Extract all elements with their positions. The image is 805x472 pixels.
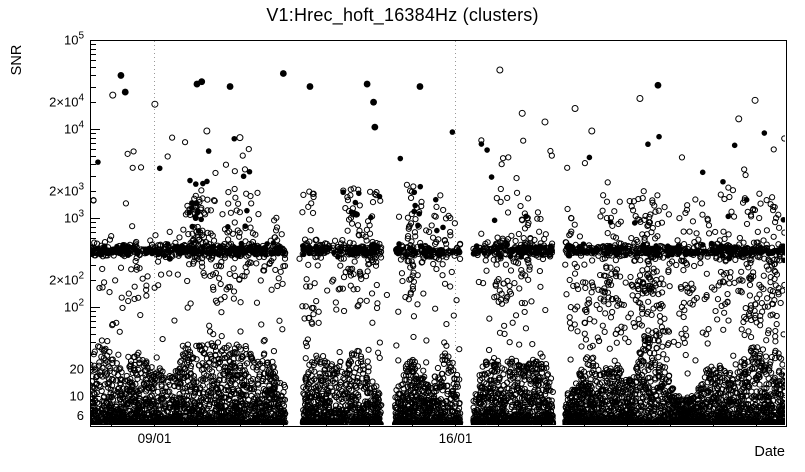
y-tick-label: 2×102 (49, 271, 84, 288)
x-tick-label: 16/01 (439, 431, 473, 446)
y-tick-label: 102 (64, 297, 84, 314)
y-tick-label: 20 (70, 362, 84, 377)
y-tick-label: 2×104 (49, 93, 84, 110)
y-tick-label: 10 (70, 388, 84, 403)
y-tick-label: 105 (64, 31, 84, 48)
x-axis-title: Date (754, 444, 785, 460)
y-tick-label: 103 (64, 208, 84, 225)
x-tick-label: 09/01 (138, 431, 172, 446)
chart-title: V1:Hrec_hoft_16384Hz (clusters) (266, 5, 539, 25)
y-axis-title: SNR (9, 44, 25, 76)
plot-frame (90, 40, 787, 427)
y-tick-label: 104 (64, 119, 84, 136)
y-tick-label: 6 (77, 408, 84, 423)
y-tick-label: 2×103 (49, 182, 84, 199)
